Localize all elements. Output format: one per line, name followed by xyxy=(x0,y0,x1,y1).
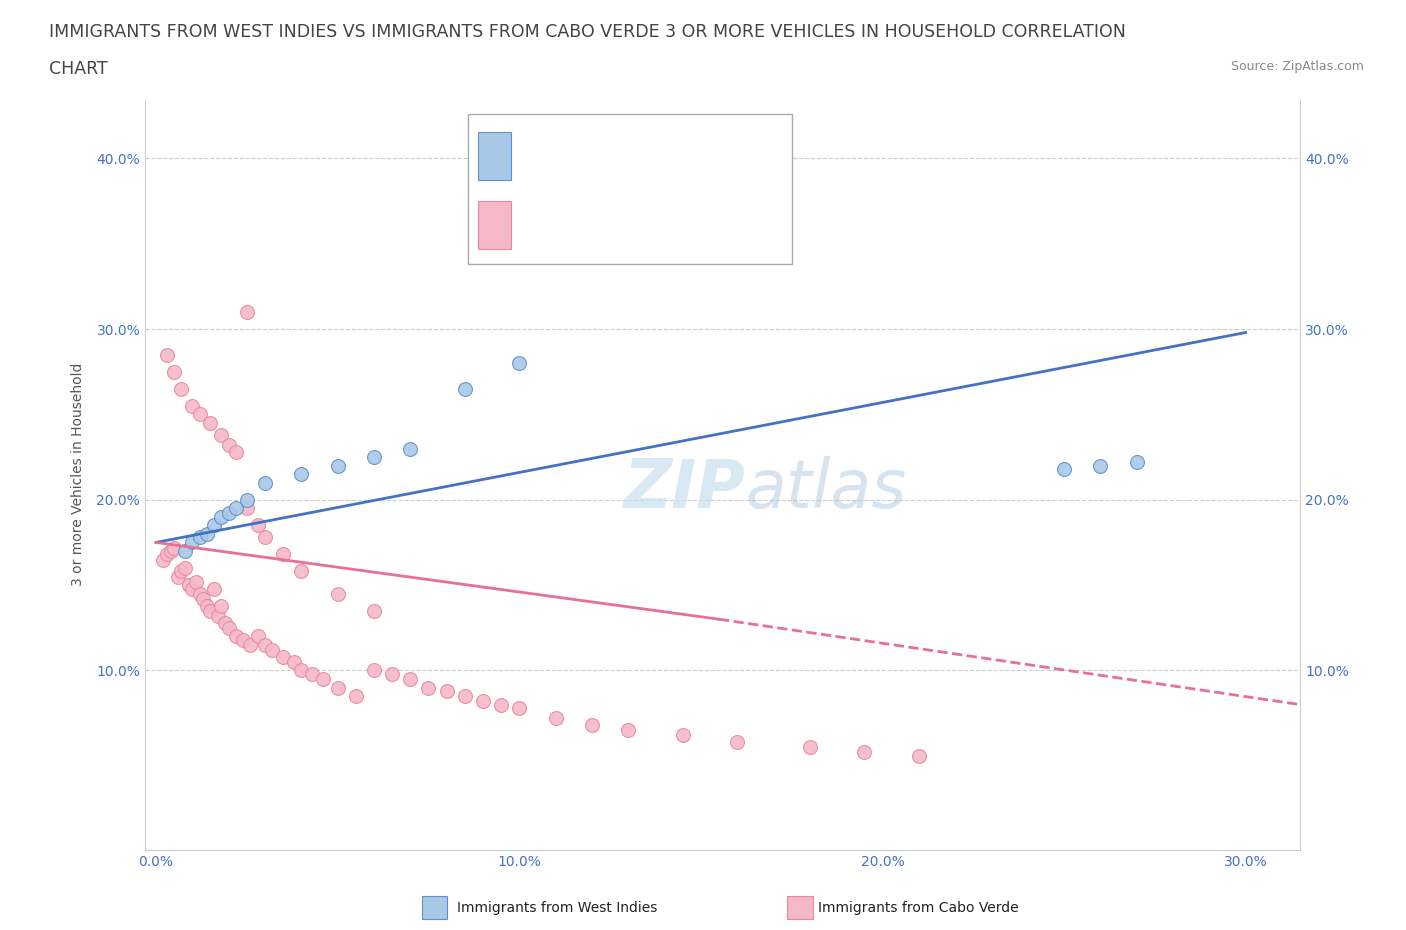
Point xyxy=(508,700,530,715)
Point xyxy=(471,694,494,709)
Point xyxy=(454,688,477,703)
Point xyxy=(853,745,876,760)
Point xyxy=(799,739,821,754)
Text: atlas: atlas xyxy=(745,457,907,522)
Point xyxy=(436,684,458,698)
Point xyxy=(156,547,179,562)
Point xyxy=(195,526,218,541)
Point xyxy=(271,547,294,562)
Point xyxy=(344,688,367,703)
Point xyxy=(195,598,218,613)
Point xyxy=(326,680,349,695)
Text: Immigrants from Cabo Verde: Immigrants from Cabo Verde xyxy=(818,900,1019,915)
Point xyxy=(225,445,247,459)
Point xyxy=(617,723,640,737)
Point xyxy=(489,698,512,712)
Point xyxy=(177,578,200,592)
Point xyxy=(218,506,240,521)
Point xyxy=(225,629,247,644)
Point xyxy=(209,428,232,443)
Point xyxy=(214,616,236,631)
Point xyxy=(200,604,222,618)
Point xyxy=(170,564,193,578)
Point xyxy=(218,620,240,635)
Point xyxy=(363,663,385,678)
Point xyxy=(725,735,748,750)
Point xyxy=(174,543,197,558)
Point xyxy=(290,663,312,678)
Point xyxy=(1125,455,1147,470)
Point xyxy=(181,535,204,550)
Point xyxy=(326,458,349,473)
Point xyxy=(399,671,422,686)
Point xyxy=(363,604,385,618)
Point xyxy=(290,564,312,578)
Point xyxy=(239,637,262,652)
Point xyxy=(159,543,181,558)
Point xyxy=(290,467,312,482)
Point xyxy=(232,632,254,647)
Point xyxy=(163,540,186,555)
Point xyxy=(170,381,193,396)
Point xyxy=(1053,461,1076,476)
Point xyxy=(363,450,385,465)
Point xyxy=(184,574,207,589)
Point xyxy=(326,586,349,601)
Text: CHART: CHART xyxy=(49,60,108,78)
Point xyxy=(418,680,440,695)
Point xyxy=(246,629,269,644)
Point xyxy=(181,398,204,413)
Point xyxy=(381,667,404,682)
Point xyxy=(907,749,929,764)
Point xyxy=(399,441,422,456)
Point xyxy=(225,501,247,516)
Point xyxy=(181,581,204,596)
Point xyxy=(253,637,276,652)
Point xyxy=(193,591,215,606)
Point xyxy=(152,552,174,567)
Y-axis label: 3 or more Vehicles in Household: 3 or more Vehicles in Household xyxy=(72,363,86,586)
Point xyxy=(188,407,211,422)
Point xyxy=(246,518,269,533)
Text: ZIP: ZIP xyxy=(624,457,745,522)
Point xyxy=(174,561,197,576)
Text: Immigrants from West Indies: Immigrants from West Indies xyxy=(457,900,658,915)
Point xyxy=(262,643,284,658)
Point xyxy=(218,438,240,453)
Point xyxy=(209,510,232,525)
Point xyxy=(1090,458,1112,473)
Point xyxy=(508,356,530,371)
Point xyxy=(253,475,276,490)
Point xyxy=(301,667,323,682)
Point xyxy=(202,518,225,533)
Point xyxy=(202,581,225,596)
Point xyxy=(163,365,186,379)
Point xyxy=(672,728,695,743)
Point xyxy=(544,711,567,725)
Point xyxy=(581,718,603,733)
Text: IMMIGRANTS FROM WEST INDIES VS IMMIGRANTS FROM CABO VERDE 3 OR MORE VEHICLES IN : IMMIGRANTS FROM WEST INDIES VS IMMIGRANT… xyxy=(49,23,1126,41)
Text: Source: ZipAtlas.com: Source: ZipAtlas.com xyxy=(1230,60,1364,73)
Point xyxy=(207,608,229,623)
Point xyxy=(188,586,211,601)
Point xyxy=(236,501,259,516)
Point xyxy=(166,569,188,584)
Point xyxy=(236,492,259,507)
Point xyxy=(200,416,222,431)
Point xyxy=(312,671,335,686)
Point xyxy=(156,347,179,362)
Point xyxy=(209,598,232,613)
Point xyxy=(236,305,259,320)
Point xyxy=(188,530,211,545)
Point xyxy=(454,381,477,396)
Point xyxy=(271,649,294,664)
Point xyxy=(283,655,305,670)
Point xyxy=(253,530,276,545)
